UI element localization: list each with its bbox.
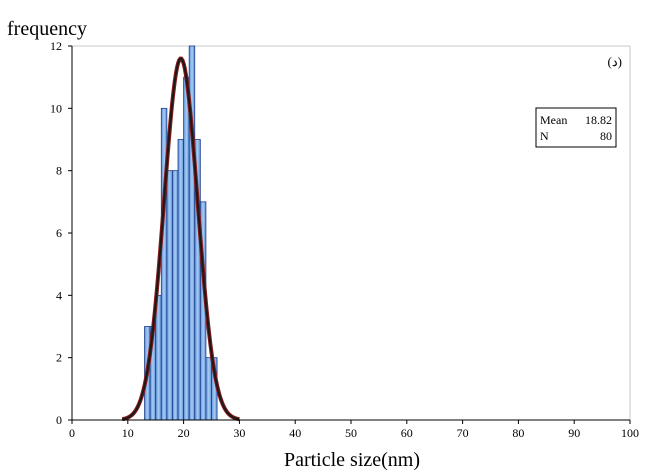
y-axis-label: frequency [7,18,87,40]
axes-group: 0 2 4 6 8 10 12 0 10 20 30 40 50 60 70 80 90 100 [50,39,639,440]
y-tick-label-10: 10 [50,101,62,115]
stats-mean-label: Mean [540,113,567,127]
histogram-bar-7 [183,76,190,421]
stats-n-value: 80 [600,129,612,143]
x-tick-label-80: 80 [512,426,524,440]
y-tick-label-12: 12 [50,39,62,53]
stats-n-label: N [540,129,549,143]
fit-curve [122,57,240,421]
y-tick-label-2: 2 [56,351,62,365]
x-tick-label-10: 10 [122,426,134,440]
x-tick-label-90: 90 [568,426,580,440]
x-tick-label-20: 20 [178,426,190,440]
x-tick-label-60: 60 [401,426,413,440]
x-tick-label-70: 70 [457,426,469,440]
y-tick-label-4: 4 [56,288,62,302]
histogram-bar-5 [172,170,179,421]
x-tick-label-100: 100 [621,426,639,440]
x-tick-label-40: 40 [289,426,301,440]
stats-box-frame [535,107,617,148]
x-tick-label-30: 30 [233,426,245,440]
y-tick-label-8: 8 [56,164,62,178]
x-axis-label: Particle size(nm) [284,449,420,470]
stats-box: Mean 18.82 N 80 [535,107,617,148]
y-tick-label-0: 0 [56,413,62,427]
panel-label: (د) [608,54,622,69]
fit-curve-group [121,56,240,422]
histogram-bar-11 [205,357,212,421]
y-tick-label-6: 6 [56,226,62,240]
histogram-bar-6 [177,139,185,421]
histogram-bar-4 [166,170,173,421]
x-tick-label-0: 0 [69,426,75,440]
x-tick-label-50: 50 [345,426,357,440]
stats-mean-value: 18.82 [585,113,612,127]
